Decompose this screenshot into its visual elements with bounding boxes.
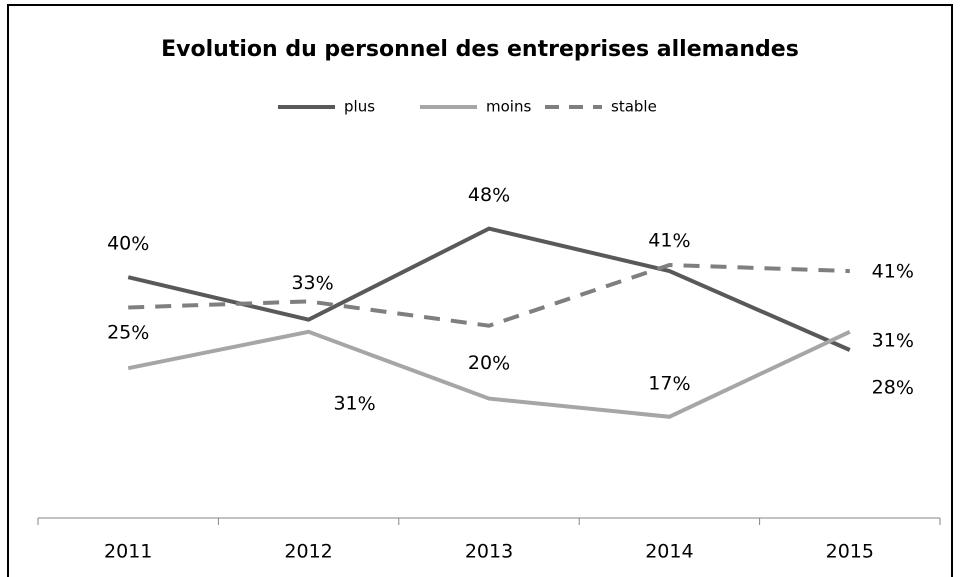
- series-line: [127, 226, 851, 352]
- data-label: 28%: [872, 377, 914, 399]
- series-line: [128, 262, 850, 328]
- x-tick-label: 2013: [465, 541, 513, 563]
- x-tick-label: 2011: [104, 541, 152, 563]
- data-label: 31%: [872, 329, 914, 351]
- data-label: 33%: [291, 272, 333, 294]
- data-label: 17%: [648, 372, 690, 394]
- chart-title: Evolution du personnel des entreprises a…: [161, 37, 799, 62]
- series-line: [127, 329, 851, 419]
- chart-frame: [7, 4, 953, 577]
- x-tick-label: 2012: [284, 541, 332, 563]
- data-label: 20%: [468, 352, 510, 374]
- data-label: 41%: [872, 261, 914, 283]
- data-label: 41%: [648, 230, 690, 252]
- legend-label: moins: [486, 98, 531, 116]
- x-tick-label: 2014: [645, 541, 693, 563]
- legend-label: stable: [611, 98, 657, 116]
- legend-label: plus: [344, 98, 375, 116]
- data-label: 48%: [468, 184, 510, 206]
- data-label: 40%: [107, 233, 149, 255]
- data-label: 25%: [107, 322, 149, 344]
- x-tick-label: 2015: [826, 541, 874, 563]
- data-label: 31%: [333, 392, 375, 414]
